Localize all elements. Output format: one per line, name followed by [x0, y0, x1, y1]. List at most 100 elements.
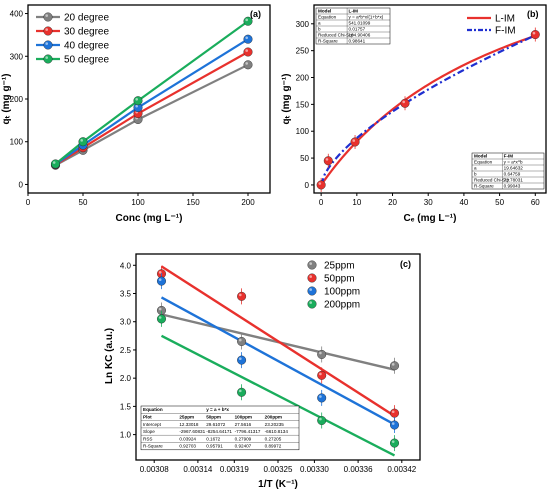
- data-point-dot: [156, 314, 166, 324]
- data-point-shine: [80, 139, 83, 142]
- legend-label: 20 degree: [64, 13, 109, 24]
- legend-label: 40 degree: [64, 41, 109, 52]
- legend-swatch-marker-dot: [43, 12, 53, 22]
- fit-table-cell: 50ppm: [206, 415, 221, 420]
- data-point-dot: [390, 408, 400, 418]
- legend-label: 25ppm: [324, 261, 355, 272]
- x-tick-label: 30: [424, 198, 433, 207]
- data-point-shine: [245, 49, 248, 52]
- legend-swatch-marker-shine: [45, 42, 48, 45]
- data-point-shine: [158, 307, 162, 311]
- data-point-shine: [319, 351, 322, 355]
- data-point-shine: [391, 363, 395, 366]
- fit-line-2: [160, 296, 396, 426]
- data-point-shine: [325, 158, 329, 161]
- data-point-dot: [243, 34, 253, 44]
- fit-table-cell: 0.01757: [349, 27, 366, 32]
- fit-table-cell: -2967.60831: [179, 429, 205, 434]
- fit-table-cell: 100ppm: [235, 415, 252, 420]
- fit-table-cell: Intercept: [143, 422, 162, 427]
- legend-swatch-marker-shine: [309, 262, 313, 265]
- chart-panel-c: (c) 1/T (K⁻¹) Ln KC (a.u.) 0.00308 0.0031…: [104, 253, 421, 490]
- data-point: [316, 180, 326, 190]
- data-point-dot: [530, 30, 540, 40]
- fit-table-cell: Plot: [143, 415, 152, 420]
- y-tick-label: 300: [296, 20, 310, 29]
- legend-swatch-marker: [43, 40, 53, 50]
- data-point-dot: [350, 137, 360, 147]
- data-point-dot: [133, 96, 143, 106]
- data-point: [156, 276, 166, 286]
- data-point-dot: [51, 159, 61, 169]
- data-point: [243, 16, 253, 26]
- x-tick-label: 0.00308: [140, 465, 169, 474]
- fit-table-cell: RSS: [143, 436, 152, 441]
- y-tick-label: 2.5: [120, 346, 132, 355]
- data-point-dot: [317, 349, 327, 359]
- data-point: [78, 137, 88, 147]
- series-line-1: [54, 51, 249, 166]
- y-tick-label: 200: [10, 95, 24, 104]
- data-point: [400, 98, 410, 108]
- data-point-dot: [323, 156, 333, 166]
- data-point-shine: [245, 18, 248, 22]
- legend-swatch-marker-shine: [45, 14, 48, 17]
- fit-table-cell: Equation: [318, 15, 337, 20]
- legend-swatch-marker-shine: [309, 288, 313, 291]
- fit-table-cell: L-IM: [349, 9, 359, 14]
- x-tick-label: 0.00314: [183, 465, 212, 474]
- data-point: [317, 393, 327, 403]
- data-point-dot: [78, 137, 88, 147]
- data-point-shine: [245, 62, 248, 65]
- fit-table-cell: Reduced Chi-Sqr: [318, 33, 354, 38]
- fit-table-cell: R-Square: [474, 184, 494, 189]
- fit-table-cell: 104.90406: [349, 33, 371, 38]
- fit-table-cell: Equation: [474, 160, 493, 165]
- fit-table-cell: 0.27205: [265, 436, 282, 441]
- legend-swatch-marker-dot: [307, 260, 317, 270]
- y-tick-label: 50: [300, 154, 309, 163]
- data-point-shine: [158, 316, 162, 319]
- y-tick-label: 200: [296, 74, 310, 83]
- x-tick-label: 10: [352, 198, 361, 207]
- legend-b: L-IMF-IM: [467, 14, 516, 37]
- data-point-dot: [243, 47, 253, 57]
- data-point-shine: [238, 293, 242, 297]
- fit-curve-f-im: [320, 34, 536, 186]
- fit-line-3: [160, 334, 396, 457]
- panel-label-a: (a): [250, 9, 261, 19]
- data-point-dot: [316, 180, 326, 190]
- y-tick-label: 4.0: [120, 261, 132, 270]
- legend-label: 30 degree: [64, 27, 109, 38]
- data-point: [390, 438, 400, 448]
- fit-table-cell: y = a*x^b: [504, 160, 523, 165]
- legend-swatch-marker: [43, 12, 53, 22]
- y-tick-label: 1.5: [120, 402, 132, 411]
- data-point-dot: [156, 276, 166, 286]
- fit-table-cell: 0.92703: [179, 444, 196, 449]
- fit-table-cell: Model: [318, 9, 331, 14]
- data-point: [237, 336, 247, 346]
- x-tick-label: 0: [319, 198, 324, 207]
- data-point-shine: [391, 410, 395, 414]
- legend-swatch-marker: [43, 26, 53, 36]
- legend-label: 200ppm: [324, 300, 360, 311]
- plot-frame-b: [313, 4, 547, 194]
- fit-table-f-im: Model F-IM Equation y = a*x^b a 19.64632 b 0.64…: [471, 152, 545, 190]
- data-point-shine: [319, 417, 322, 421]
- fit-line-1: [160, 265, 396, 417]
- fit-table-cell: y = a*b*x/(1+b*x): [349, 15, 384, 20]
- legend-swatch-marker-dot: [43, 54, 53, 64]
- fit-table-cell: 0.92407: [235, 444, 252, 449]
- legend-c: 25ppm 50ppm 100ppm 200ppm: [300, 258, 380, 318]
- y-tick-label: 3.5: [120, 290, 132, 299]
- y-tick-label: 400: [10, 10, 24, 19]
- data-point: [243, 47, 253, 57]
- fit-table-l-im: Model L-IM Equation y = a*b*x/(1+b*x) a 541.0…: [315, 7, 391, 45]
- data-point: [237, 387, 247, 397]
- fit-table-cell: 29.61072: [206, 422, 226, 427]
- fit-table-cell: a: [474, 166, 477, 171]
- data-point-shine: [158, 271, 162, 274]
- data-point-shine: [391, 422, 395, 425]
